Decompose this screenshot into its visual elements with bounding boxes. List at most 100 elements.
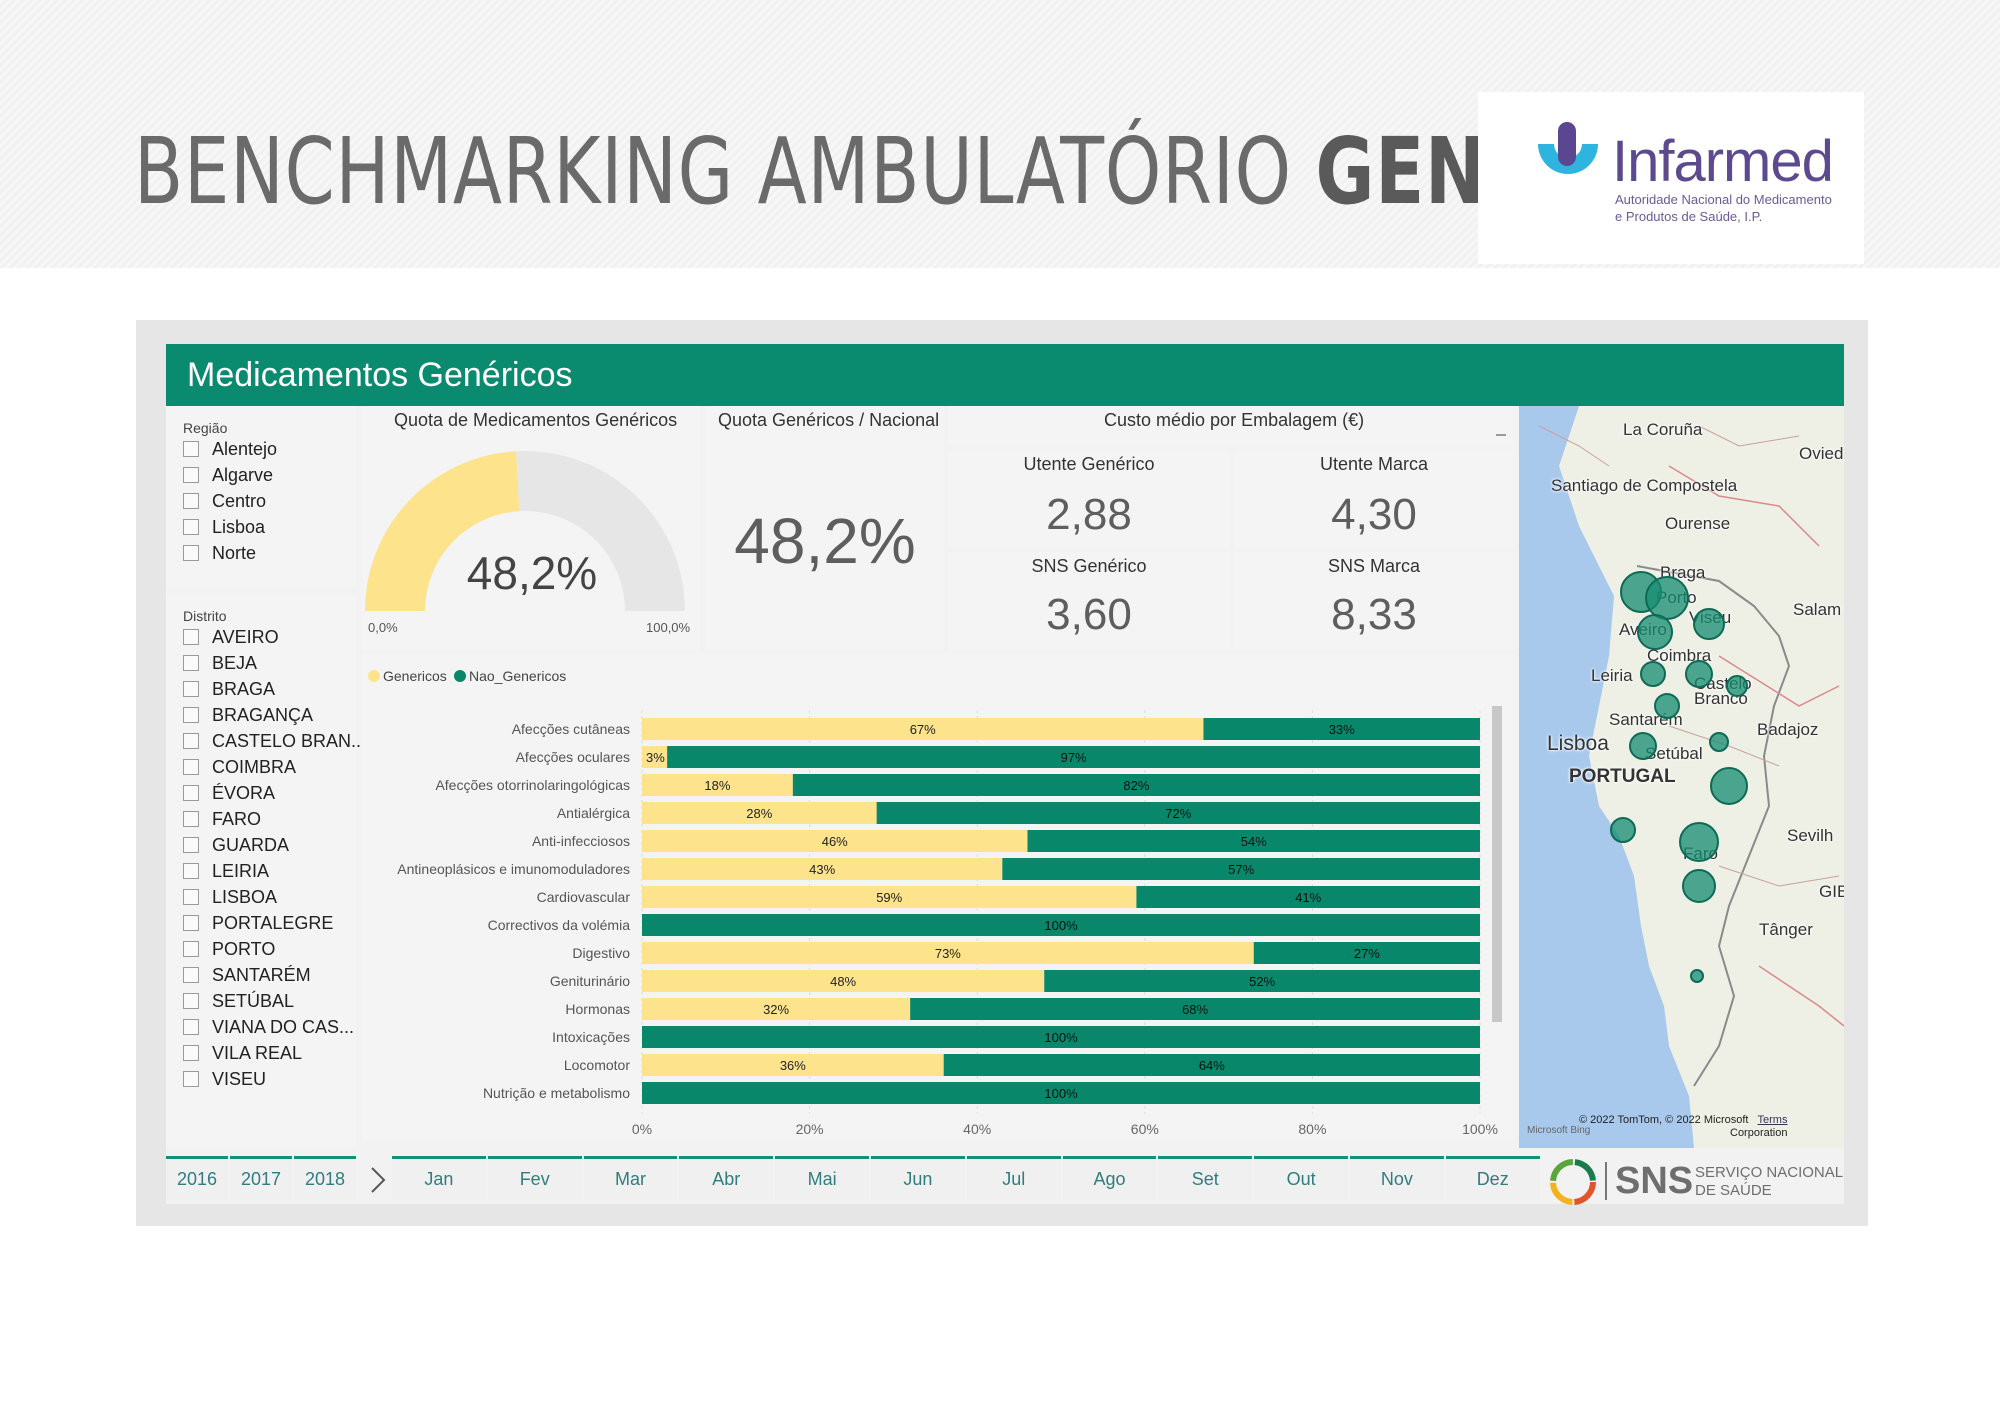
bar-nao-genericos[interactable]	[1027, 830, 1480, 852]
bar-genericos[interactable]	[642, 746, 668, 768]
distrito-item[interactable]: FARO	[183, 808, 261, 830]
map-bubble[interactable]	[1682, 869, 1716, 903]
chevron-right-icon[interactable]	[364, 1160, 390, 1200]
checkbox[interactable]	[183, 441, 199, 457]
distrito-item[interactable]: BRAGA	[183, 678, 275, 700]
map-bubble[interactable]	[1654, 693, 1680, 719]
bar-genericos[interactable]	[642, 970, 1045, 992]
month-tile[interactable]: Jul	[966, 1156, 1061, 1200]
month-tile[interactable]: Abr	[679, 1156, 774, 1200]
map-bubble[interactable]	[1693, 608, 1725, 640]
bar-nao-genericos[interactable]	[1136, 886, 1480, 908]
map-bubble[interactable]	[1685, 660, 1713, 688]
distrito-item[interactable]: ÉVORA	[183, 782, 275, 804]
distrito-item[interactable]: PORTALEGRE	[183, 912, 333, 934]
bar-nao-genericos[interactable]	[792, 774, 1480, 796]
month-tile[interactable]: Set	[1158, 1156, 1253, 1200]
distrito-item[interactable]: LEIRIA	[183, 860, 269, 882]
distrito-item[interactable]: CASTELO BRAN...	[183, 730, 366, 752]
bar-nao-genericos[interactable]	[667, 746, 1480, 768]
bar-nao-genericos[interactable]	[642, 1026, 1480, 1048]
checkbox[interactable]	[183, 467, 199, 483]
regiao-item[interactable]: Norte	[183, 542, 256, 564]
distrito-item[interactable]: GUARDA	[183, 834, 289, 856]
regiao-item[interactable]: Algarve	[183, 464, 273, 486]
checkbox[interactable]	[183, 837, 199, 853]
checkbox[interactable]	[183, 811, 199, 827]
map-bubble[interactable]	[1637, 614, 1673, 650]
bar-genericos[interactable]	[642, 998, 911, 1020]
checkbox[interactable]	[183, 1045, 199, 1061]
month-tile[interactable]: Fev	[487, 1156, 582, 1200]
checkbox[interactable]	[183, 733, 199, 749]
bar-genericos[interactable]	[642, 858, 1003, 880]
bar-nao-genericos[interactable]	[910, 998, 1480, 1020]
collapse-icon[interactable]	[1496, 434, 1506, 436]
distrito-item[interactable]: BEJA	[183, 652, 257, 674]
bar-nao-genericos[interactable]	[1044, 970, 1480, 992]
map-bubble[interactable]	[1629, 732, 1657, 760]
distrito-item[interactable]: PORTO	[183, 938, 275, 960]
map-bubble[interactable]	[1710, 767, 1748, 805]
checkbox[interactable]	[183, 707, 199, 723]
distrito-item[interactable]: AVEIRO	[183, 626, 279, 648]
map-bubble[interactable]	[1610, 817, 1636, 843]
checkbox[interactable]	[183, 759, 199, 775]
month-tile[interactable]: Nov	[1350, 1156, 1444, 1200]
year-tile[interactable]: 2017	[230, 1156, 292, 1200]
district-map[interactable]: La Coruña Ovied Santiago de Compostela Oure…	[1519, 406, 1844, 1148]
checkbox[interactable]	[183, 889, 199, 905]
checkbox[interactable]	[183, 915, 199, 931]
distrito-item[interactable]: SANTARÉM	[183, 964, 311, 986]
distrito-item[interactable]: BRAGANÇA	[183, 704, 313, 726]
bar-nao-genericos[interactable]	[642, 1082, 1480, 1104]
regiao-item[interactable]: Alentejo	[183, 438, 277, 460]
checkbox[interactable]	[183, 629, 199, 645]
map-bubble[interactable]	[1726, 675, 1748, 697]
distrito-item[interactable]: VISEU	[183, 1068, 266, 1090]
bar-nao-genericos[interactable]	[943, 1054, 1480, 1076]
distrito-item[interactable]: VIANA DO CAS...	[183, 1016, 354, 1038]
map-bubble[interactable]	[1690, 969, 1704, 983]
checkbox[interactable]	[183, 545, 199, 561]
month-tile[interactable]: Jun	[871, 1156, 965, 1200]
bar-genericos[interactable]	[642, 1054, 944, 1076]
month-tile[interactable]: Jan	[392, 1156, 486, 1200]
checkbox[interactable]	[183, 863, 199, 879]
bar-genericos[interactable]	[642, 802, 877, 824]
month-tile[interactable]: Ago	[1062, 1156, 1157, 1200]
map-bubble[interactable]	[1640, 661, 1666, 687]
regiao-item[interactable]: Lisboa	[183, 516, 265, 538]
month-tile[interactable]: Mai	[775, 1156, 869, 1200]
checkbox[interactable]	[183, 493, 199, 509]
bar-genericos[interactable]	[642, 718, 1204, 740]
bar-genericos[interactable]	[642, 830, 1028, 852]
checkbox[interactable]	[183, 655, 199, 671]
bar-nao-genericos[interactable]	[1253, 942, 1480, 964]
distrito-item[interactable]: VILA REAL	[183, 1042, 302, 1064]
checkbox[interactable]	[183, 785, 199, 801]
year-tile[interactable]: 2016	[166, 1156, 228, 1200]
bar-genericos[interactable]	[642, 886, 1137, 908]
bar-nao-genericos[interactable]	[1203, 718, 1480, 740]
month-tile[interactable]: Mar	[583, 1156, 678, 1200]
checkbox[interactable]	[183, 1019, 199, 1035]
checkbox[interactable]	[183, 519, 199, 535]
bar-genericos[interactable]	[642, 774, 793, 796]
map-bubble[interactable]	[1709, 732, 1729, 752]
month-tile[interactable]: Out	[1254, 1156, 1348, 1200]
bar-nao-genericos[interactable]	[1002, 858, 1480, 880]
regiao-item[interactable]: Centro	[183, 490, 266, 512]
bar-genericos[interactable]	[642, 942, 1254, 964]
year-tile[interactable]: 2018	[294, 1156, 356, 1200]
bar-nao-genericos[interactable]	[642, 914, 1480, 936]
chart-scrollbar[interactable]	[1492, 706, 1502, 1022]
map-bubble[interactable]	[1679, 822, 1719, 862]
distrito-item[interactable]: LISBOA	[183, 886, 277, 908]
distrito-item[interactable]: SETÚBAL	[183, 990, 294, 1012]
distrito-item[interactable]: COIMBRA	[183, 756, 296, 778]
month-tile[interactable]: Dez	[1445, 1156, 1540, 1200]
checkbox[interactable]	[183, 941, 199, 957]
checkbox[interactable]	[183, 681, 199, 697]
map-terms-link[interactable]: Terms	[1757, 1114, 1788, 1126]
